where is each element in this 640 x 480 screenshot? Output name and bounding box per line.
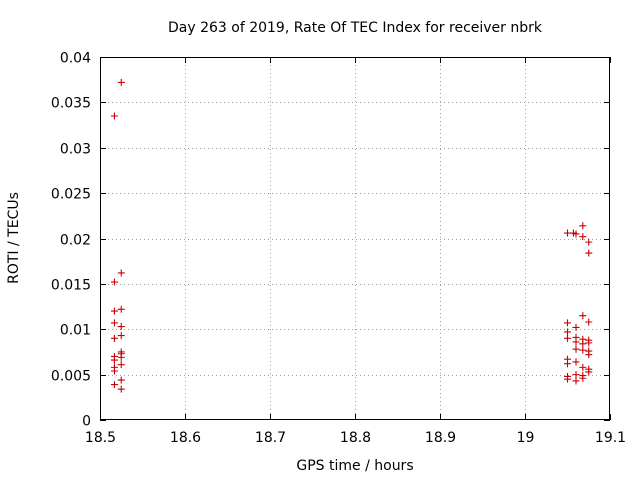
x-tick-label: 18.7 <box>255 430 286 446</box>
data-point <box>579 312 587 320</box>
data-point <box>110 356 118 364</box>
data-point <box>572 230 580 238</box>
data-point <box>110 319 118 327</box>
data-point <box>110 307 118 315</box>
data-point <box>579 363 587 371</box>
x-tick-label: 18.8 <box>340 430 371 446</box>
data-point <box>117 353 125 361</box>
data-point <box>564 375 571 383</box>
data-point <box>564 229 571 237</box>
data-point <box>572 338 580 346</box>
chart-title: Day 263 of 2019, Rate Of TEC Index for r… <box>168 20 543 36</box>
data-point <box>564 328 571 336</box>
plot-frame <box>100 57 610 420</box>
data-point <box>579 346 587 354</box>
x-axis-label: GPS time / hours <box>296 458 413 474</box>
data-point <box>110 367 118 375</box>
data-point <box>117 332 125 340</box>
x-tick-label: 19.1 <box>595 430 626 446</box>
y-tick-label: 0.015 <box>51 278 91 294</box>
data-point <box>110 278 118 286</box>
x-tick-label: 18.5 <box>85 430 116 446</box>
data-point <box>117 361 125 369</box>
data-point <box>117 323 125 331</box>
x-tick-label: 19 <box>517 430 535 446</box>
y-axis-label: ROTI / TECUs <box>6 192 22 284</box>
data-points <box>110 78 593 393</box>
data-point <box>564 360 571 368</box>
data-point <box>110 334 118 342</box>
data-point <box>579 374 587 382</box>
data-point <box>585 249 593 257</box>
y-tick-label: 0.03 <box>60 142 91 158</box>
x-tick-labels: 18.5 18.6 18.7 18.8 18.9 19 19.1 <box>85 430 626 446</box>
y-tick-labels: 0 0.005 0.01 0.015 0.02 0.025 0.03 0.035 0.04 <box>51 51 91 430</box>
data-point <box>579 222 587 230</box>
data-point <box>110 381 118 389</box>
x-tick-label: 18.6 <box>170 430 201 446</box>
data-point <box>572 371 580 379</box>
data-point <box>117 305 125 313</box>
data-point <box>585 339 593 347</box>
y-tick-label: 0.01 <box>60 323 91 339</box>
y-tick-label: 0.005 <box>51 369 91 385</box>
data-point <box>117 78 125 86</box>
data-point <box>117 269 125 277</box>
data-point <box>572 377 580 385</box>
data-point <box>117 376 125 384</box>
grid <box>100 57 610 420</box>
data-point <box>572 345 580 353</box>
data-point <box>110 112 118 120</box>
data-point <box>117 385 125 393</box>
data-point <box>579 340 587 348</box>
data-point <box>585 351 593 359</box>
y-tick-label: 0.02 <box>60 233 91 249</box>
data-point <box>572 358 580 366</box>
y-tick-label: 0.04 <box>60 51 91 67</box>
data-point <box>579 233 587 241</box>
data-point <box>585 368 593 376</box>
data-point <box>585 318 593 326</box>
data-point <box>572 323 580 331</box>
y-tick-label: 0.025 <box>51 187 91 203</box>
data-point <box>564 334 571 342</box>
data-point <box>564 319 571 327</box>
y-tick-label: 0 <box>82 414 91 430</box>
data-point <box>585 238 593 246</box>
y-tick-label: 0.035 <box>51 96 91 112</box>
x-tick-label: 18.9 <box>425 430 456 446</box>
